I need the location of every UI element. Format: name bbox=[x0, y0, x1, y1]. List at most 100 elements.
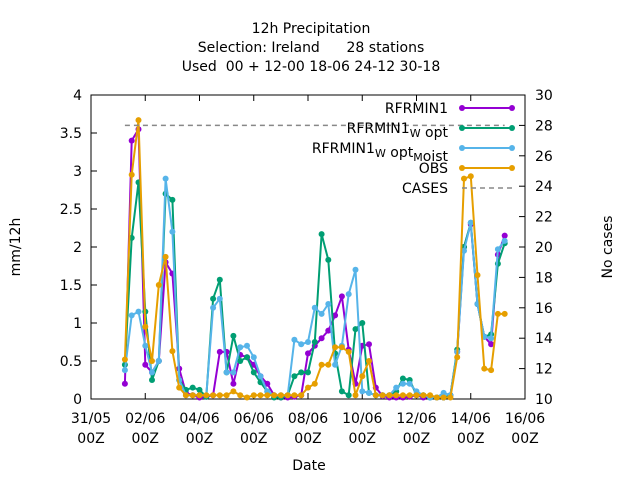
data-point bbox=[399, 392, 406, 399]
data-point bbox=[223, 392, 230, 399]
data-point bbox=[149, 377, 155, 383]
data-point bbox=[196, 392, 203, 399]
data-point bbox=[244, 394, 250, 401]
data-point bbox=[399, 375, 406, 382]
y2-tick-label: 30 bbox=[535, 88, 553, 104]
data-point bbox=[284, 392, 291, 399]
data-point bbox=[291, 392, 298, 399]
data-point bbox=[305, 339, 311, 345]
data-point bbox=[298, 392, 305, 399]
data-point bbox=[305, 350, 311, 357]
data-point bbox=[352, 392, 359, 399]
data-point bbox=[128, 171, 135, 178]
data-point bbox=[149, 358, 155, 364]
series-group bbox=[121, 117, 508, 401]
y-tick-label: 2 bbox=[73, 240, 82, 256]
data-point bbox=[440, 389, 447, 396]
legend-label: RFRMIN1W optMoist bbox=[312, 141, 449, 165]
data-point bbox=[142, 342, 149, 349]
data-point bbox=[406, 380, 413, 387]
series-rfrmin1 bbox=[121, 126, 508, 401]
x-tick-label: 04/06 bbox=[179, 411, 219, 427]
series-line bbox=[123, 177, 506, 399]
data-point bbox=[155, 282, 162, 288]
data-point bbox=[216, 348, 223, 355]
data-point bbox=[461, 247, 467, 254]
title-line: 12h Precipitation bbox=[252, 21, 371, 37]
x-tick-label: 12/06 bbox=[396, 411, 436, 427]
data-point bbox=[494, 310, 501, 317]
data-point bbox=[216, 295, 223, 302]
data-point bbox=[230, 380, 237, 387]
legend-marker bbox=[509, 145, 515, 151]
data-point bbox=[189, 392, 196, 399]
x-tick-label: 00Z bbox=[77, 431, 104, 447]
data-point bbox=[311, 380, 318, 387]
legend-marker bbox=[459, 165, 465, 171]
data-point bbox=[393, 384, 400, 391]
x-tick-label: 00Z bbox=[240, 431, 267, 447]
data-point bbox=[467, 173, 474, 180]
x-tick-label: 00Z bbox=[349, 431, 376, 447]
data-point bbox=[271, 392, 278, 399]
y2-tick-label: 24 bbox=[535, 179, 553, 195]
data-point bbox=[277, 392, 284, 399]
data-point bbox=[250, 392, 257, 399]
legend-label: RFRMIN1W opt bbox=[347, 121, 449, 141]
data-point bbox=[257, 373, 264, 380]
data-point bbox=[244, 354, 250, 361]
data-point bbox=[325, 327, 332, 334]
x-tick-label: 00Z bbox=[186, 431, 213, 447]
data-point bbox=[338, 344, 345, 351]
y2-tick-label: 10 bbox=[535, 392, 553, 408]
data-point bbox=[162, 175, 169, 182]
data-point bbox=[359, 320, 366, 326]
y2-tick-label: 26 bbox=[535, 149, 553, 165]
x-tick-label: 31/05 bbox=[71, 411, 111, 427]
data-point bbox=[169, 196, 176, 203]
data-point bbox=[338, 388, 345, 395]
data-point bbox=[447, 394, 454, 401]
title-line: Used 00 + 12-00 18-06 24-12 30-18 bbox=[182, 59, 440, 75]
data-point bbox=[352, 266, 359, 273]
data-point bbox=[169, 348, 176, 355]
data-point bbox=[298, 369, 305, 376]
data-point bbox=[210, 295, 217, 302]
data-point bbox=[488, 367, 495, 374]
data-point bbox=[135, 308, 142, 315]
data-point bbox=[467, 219, 474, 226]
x-tick-label: 00Z bbox=[403, 431, 430, 447]
data-point bbox=[176, 384, 183, 391]
data-point bbox=[291, 373, 298, 380]
y-tick-label: 0 bbox=[73, 392, 82, 408]
x-tick-label: 00Z bbox=[511, 431, 538, 447]
data-point bbox=[359, 388, 366, 395]
data-point bbox=[420, 392, 427, 399]
legend-marker bbox=[509, 105, 515, 111]
x-tick-label: 08/06 bbox=[288, 411, 328, 427]
data-point bbox=[305, 369, 311, 376]
y-tick-label: 4 bbox=[73, 88, 82, 104]
data-point bbox=[366, 341, 372, 348]
y-axis: 0 0.5 1 1.5 2 2.5 3 3.5 4 bbox=[60, 88, 97, 408]
legend-item: RFRMIN1W opt bbox=[347, 121, 515, 141]
y-tick-label: 3 bbox=[73, 164, 82, 180]
y2-tick-label: 18 bbox=[535, 270, 553, 286]
x-axis-label: Date bbox=[292, 458, 325, 474]
data-point bbox=[345, 291, 352, 298]
data-point bbox=[332, 344, 339, 351]
data-point bbox=[488, 341, 495, 348]
y-tick-label: 1 bbox=[73, 316, 82, 332]
data-point bbox=[481, 365, 488, 372]
data-point bbox=[413, 392, 420, 399]
data-point bbox=[501, 232, 508, 239]
data-point bbox=[433, 394, 440, 401]
data-point bbox=[189, 384, 196, 391]
series-obs bbox=[121, 117, 508, 401]
data-point bbox=[169, 228, 176, 235]
data-point bbox=[318, 361, 325, 368]
x-tick-label: 00Z bbox=[294, 431, 321, 447]
data-point bbox=[325, 301, 332, 307]
data-point bbox=[345, 392, 352, 399]
data-point bbox=[501, 237, 508, 244]
